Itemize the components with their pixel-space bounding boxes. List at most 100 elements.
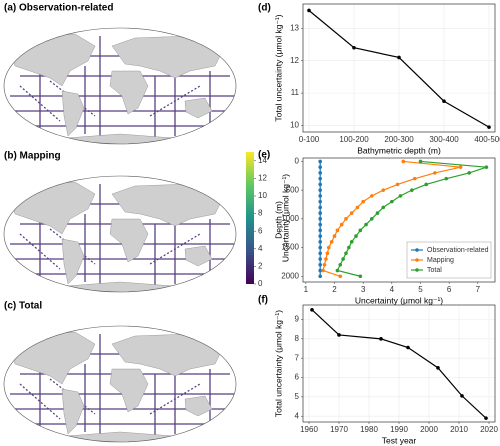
point [318,240,322,244]
point [375,211,380,215]
point [318,159,322,164]
point [318,182,322,187]
point [406,345,410,350]
point [358,228,363,233]
point [318,222,322,227]
y-tick-label: 5 [295,392,300,401]
point [397,55,401,60]
plot-frame [302,157,496,283]
x-tick-label: 6 [447,285,452,294]
colorbar-tick-label: 8 [258,209,263,218]
x-tick-label: 2020 [480,425,498,434]
y-axis-label: Total uncertainty (μmol kg⁻¹) [273,14,283,121]
x-tick-label: 1980 [360,425,378,434]
point [318,234,322,238]
point [318,262,322,267]
x-tick-label: 5 [418,285,423,294]
point [460,394,464,398]
point [484,416,488,420]
point [436,366,440,370]
globe-outline [3,27,237,145]
point [467,171,472,175]
point [339,222,344,227]
y-tick-label: 13 [290,23,299,32]
x-tick-label: 2010 [450,425,468,434]
x-tick-label: 0-100 [299,135,320,144]
y-tick-label: 8 [295,334,300,343]
map [3,27,237,145]
colorbar-label: Uncertainty (μmol kg⁻¹) [280,174,290,262]
point [318,171,322,175]
point [338,262,343,267]
point [369,217,374,221]
point [318,251,322,256]
y-tick-label: 2000 [281,271,299,280]
point [326,245,331,250]
plot-frame [302,304,496,423]
y-tick-label: 11 [291,88,300,97]
colorbar-tick-label: 0 [258,279,263,288]
map [3,325,237,443]
point [322,262,327,267]
map [3,175,237,293]
colorbar [246,152,254,284]
globe-outline [3,175,237,293]
map-title: (a) Observation-related [4,3,113,14]
point [344,251,348,256]
colorbar-tick-label: 2 [258,262,263,271]
point [433,171,437,175]
point [318,268,322,273]
point [395,182,400,187]
point [355,205,360,210]
globe-outline [3,325,237,443]
point [324,257,328,261]
panel-label: (d) [258,3,271,14]
y-axis-label: Total uncertainty (μmol kg⁻¹) [273,310,283,417]
point [442,99,446,104]
point [335,268,340,273]
point [335,228,340,233]
x-tick-label: 4 [390,285,395,294]
point [318,194,322,198]
point [318,205,322,210]
colorbar-tick-label: 4 [258,244,263,253]
point [337,333,341,337]
point [354,234,358,238]
legend-label: Total [427,267,442,274]
point [412,176,417,181]
colorbar-tick-label: 10 [258,191,267,200]
point [338,274,343,279]
y-tick-label: 12 [290,56,299,65]
x-tick-label: 7 [476,285,481,294]
point [318,217,322,221]
point [349,211,354,215]
point [424,182,429,187]
y-tick-label: 1000 [281,214,299,223]
point [349,240,354,244]
point [358,274,363,279]
legend-label: Observation-related [427,247,489,254]
x-tick-label: 2 [332,285,337,294]
point [318,228,322,233]
y-tick-label: 7 [295,353,300,362]
x-tick-label: 300-400 [429,135,459,144]
point [332,234,337,238]
point [318,199,322,204]
x-axis-label: Uncertainty (μmol kg⁻¹) [355,295,443,305]
x-tick-label: 400-500 [474,135,500,144]
y-tick-label: 6 [295,373,300,382]
point [318,257,322,261]
point [347,245,351,250]
y-tick-label: 10 [290,121,299,130]
legend-marker [415,258,419,262]
point [325,251,330,256]
point [381,205,386,210]
point [381,188,386,192]
x-tick-label: 200-300 [384,135,414,144]
point [341,257,345,261]
point [418,159,423,164]
point [487,125,491,129]
point [318,274,322,279]
point [369,194,374,198]
